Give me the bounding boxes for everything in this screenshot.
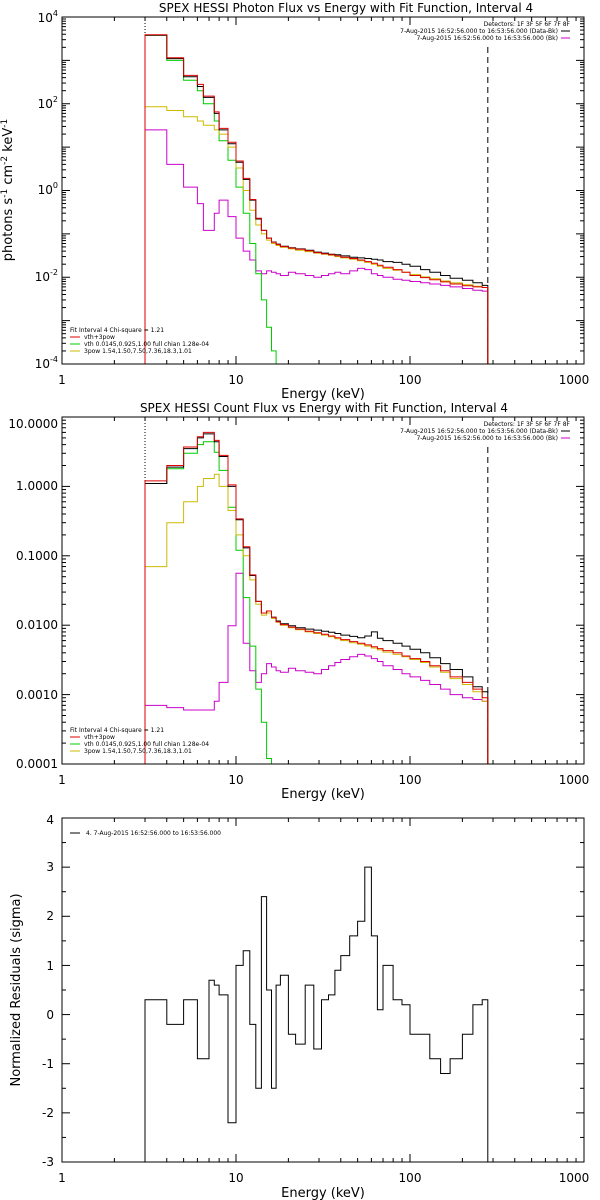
series-pow-line	[144, 473, 489, 764]
count-flux-x-label: Energy (keV)	[281, 787, 365, 802]
series-bk-line	[144, 572, 489, 764]
photon-flux-title: SPEX HESSI Photon Flux vs Energy with Fi…	[159, 1, 533, 15]
vth-legend-label: vth 0.0145,0.925,1.00 full chian 1.28e-0…	[84, 741, 209, 748]
photon-flux-legend: Fit Interval 4 Chi-square = 1.21 vth+3po…	[70, 327, 209, 355]
count-flux-plot	[61, 416, 584, 765]
y-tick-label: 0.1000	[16, 549, 58, 563]
y-tick-label: 104	[38, 9, 58, 25]
residuals-plot	[61, 817, 584, 1163]
x-tick-label: 1	[58, 1171, 66, 1185]
residuals-panel: 1 10 100 1000 Energy (keV) -3 -2 -1 0 1 …	[9, 813, 589, 1200]
series-data-line	[144, 34, 489, 364]
total-legend-label: vth+3pow	[84, 334, 115, 341]
residuals-legend: 4. 7-Aug-2015 16:52:56.000 to 16:53:56.0…	[70, 830, 221, 837]
series-bk-line	[144, 129, 489, 364]
count-flux-y-ticks: 0.0001 0.0010 0.0100 0.1000 1.0000 10.00…	[8, 417, 58, 771]
y-tick-label: 10.0000	[8, 417, 58, 431]
y-tick-label: 4	[46, 813, 54, 827]
vth-legend-label: vth 0.0145,0.925,1.00 full chian 1.28e-0…	[84, 341, 209, 348]
y-tick-label: -1	[42, 1057, 54, 1071]
fit-interval-label: Fit Interval 4 Chi-square = 1.21	[70, 727, 164, 734]
pow-legend-label: 3pow 1.54,1.50,7.50,7.36,18.3,1.01	[84, 748, 192, 755]
series-total-line	[144, 34, 489, 364]
bk-interval-label: 7-Aug-2015 16:52:56.000 to 16:53:56.000 …	[416, 35, 558, 42]
detectors-label: Detectors: 1F 3F 5F 6F 7F 8F	[484, 21, 571, 28]
x-tick-label: 10	[228, 373, 243, 387]
photon-flux-y-ticks: 10-4 10-2 100 102 104	[35, 9, 58, 371]
x-tick-label: 100	[399, 773, 422, 787]
y-tick-label: 0	[46, 1008, 54, 1022]
series-vth-line	[144, 34, 289, 365]
residuals-frame	[61, 817, 585, 1163]
y-tick-label: 10-4	[35, 355, 58, 371]
y-tick-label: 10-2	[35, 268, 58, 284]
fit-interval-label: Fit Interval 4 Chi-square = 1.21	[70, 327, 164, 334]
y-tick-label: -3	[42, 1155, 54, 1169]
photon-flux-header: Detectors: 1F 3F 5F 6F 7F 8F 7-Aug-2015 …	[400, 21, 570, 42]
x-tick-label: 1	[58, 373, 66, 387]
count-flux-legend: Fit Interval 4 Chi-square = 1.21 vth+3po…	[70, 727, 209, 755]
series-total-line	[144, 431, 489, 764]
count-flux-title: SPEX HESSI Count Flux vs Energy with Fit…	[140, 401, 508, 415]
y-tick-label: 0.0010	[16, 688, 58, 702]
y-tick-label: 102	[38, 95, 58, 111]
series-vth-line	[144, 441, 281, 765]
count-flux-x-ticks: 1 10 100 1000	[58, 773, 589, 787]
series-pow-line	[144, 106, 489, 364]
count-flux-frame	[61, 416, 585, 765]
bk-interval-label: 7-Aug-2015 16:52:56.000 to 16:53:56.000 …	[416, 435, 558, 442]
detectors-label: Detectors: 1F 3F 5F 6F 7F 8F	[484, 421, 571, 428]
y-tick-label: 3	[46, 860, 54, 874]
x-tick-label: 10	[228, 1171, 243, 1185]
photon-flux-frame	[61, 16, 585, 365]
series-data-line	[144, 866, 489, 1162]
total-legend-label: vth+3pow	[84, 734, 115, 741]
y-tick-label: -2	[42, 1106, 54, 1120]
residuals-x-label: Energy (keV)	[281, 1186, 365, 1200]
y-tick-label: 0.0100	[16, 618, 58, 632]
residuals-y-ticks: -3 -2 -1 0 1 2 3 4	[42, 813, 54, 1169]
y-tick-label: 2	[46, 909, 54, 923]
series-data-line	[144, 433, 489, 764]
photon-flux-x-ticks: 1 10 100 1000	[58, 373, 589, 387]
count-flux-header: Detectors: 1F 3F 5F 6F 7F 8F 7-Aug-2015 …	[400, 421, 570, 442]
data-interval-label: 7-Aug-2015 16:52:56.000 to 16:53:56.000 …	[400, 428, 558, 435]
y-tick-label: 100	[38, 181, 58, 197]
x-tick-label: 1	[58, 773, 66, 787]
count-flux-panel: SPEX HESSI Count Flux vs Energy with Fit…	[8, 401, 589, 802]
x-tick-label: 1000	[559, 1171, 590, 1185]
x-tick-label: 10	[228, 773, 243, 787]
photon-flux-y-label: photons s-1 cm-2 keV-1	[0, 119, 16, 261]
photon-flux-plot	[61, 16, 584, 365]
residuals-x-ticks: 1 10 100 1000	[58, 1171, 589, 1185]
residuals-y-label: Normalized Residuals (sigma)	[9, 893, 24, 1086]
pow-legend-label: 3pow 1.54,1.50,7.50,7.36,18.3,1.01	[84, 348, 192, 355]
photon-flux-x-label: Energy (keV)	[281, 387, 365, 402]
y-tick-label: 1.0000	[16, 479, 58, 493]
y-tick-label: 1	[46, 959, 54, 973]
photon-flux-panel: SPEX HESSI Photon Flux vs Energy with Fi…	[0, 1, 589, 402]
x-tick-label: 100	[399, 373, 422, 387]
x-tick-label: 1000	[559, 373, 590, 387]
residuals-legend-label: 4. 7-Aug-2015 16:52:56.000 to 16:53:56.0…	[86, 830, 221, 837]
y-tick-label: 0.0001	[16, 757, 58, 771]
x-tick-label: 1000	[559, 773, 590, 787]
x-tick-label: 100	[399, 1171, 422, 1185]
data-interval-label: 7-Aug-2015 16:52:56.000 to 16:53:56.000 …	[400, 28, 558, 35]
